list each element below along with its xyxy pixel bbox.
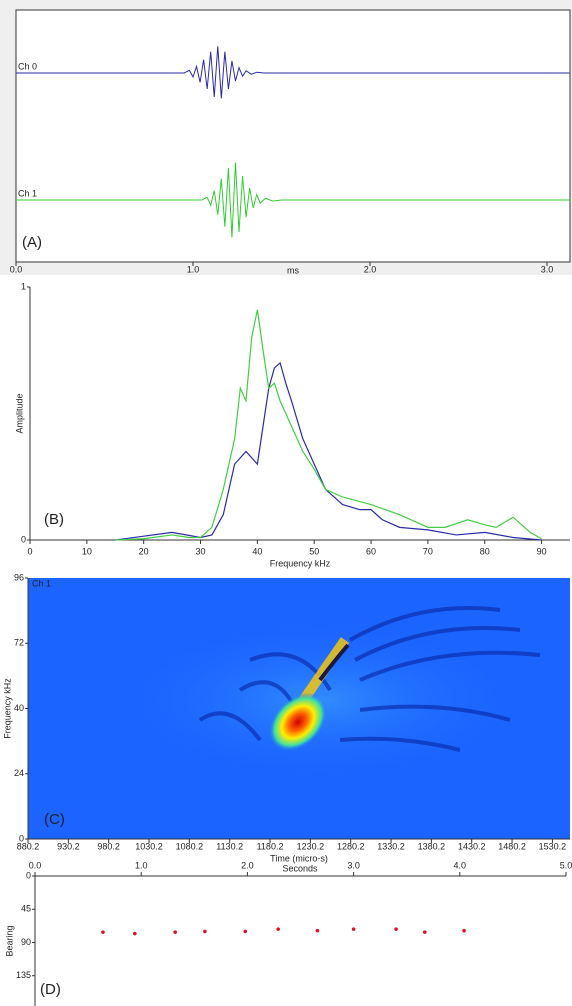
x-tick-label: 2.0 bbox=[364, 264, 377, 274]
spectrum-line bbox=[115, 309, 542, 541]
point bbox=[276, 927, 280, 931]
x-tick-label: 80 bbox=[480, 546, 490, 556]
heatmap-ridge-dark bbox=[318, 643, 350, 682]
x-tick-label: 1230.2 bbox=[297, 841, 325, 851]
panel-label: (A) bbox=[22, 234, 42, 251]
channel-label: Ch 1 bbox=[18, 188, 37, 198]
x-tick-label: 1180.2 bbox=[257, 841, 284, 851]
point bbox=[394, 927, 398, 931]
x-tick-label: 3.0 bbox=[347, 860, 360, 870]
x-tick-label: 2.0 bbox=[241, 860, 254, 870]
x-tick-label: 1530.2 bbox=[539, 841, 567, 851]
y-axis-label: Bearing bbox=[4, 925, 14, 956]
y-tick-label: 0 bbox=[21, 534, 26, 544]
x-tick-label: 1130.2 bbox=[216, 841, 243, 851]
x-axis-label: Seconds bbox=[282, 863, 318, 873]
x-tick-label: 1280.2 bbox=[337, 841, 365, 851]
panel-label: (B) bbox=[44, 511, 64, 528]
point bbox=[351, 927, 356, 931]
x-tick-label: 4.0 bbox=[454, 860, 467, 870]
x-tick-label: 1380.2 bbox=[418, 841, 446, 851]
y-tick-label: 96 bbox=[14, 572, 24, 582]
x-tick-label: 40 bbox=[252, 546, 262, 556]
point bbox=[133, 931, 137, 936]
point bbox=[462, 928, 466, 933]
y-tick-label: 0 bbox=[26, 870, 31, 880]
y-tick-label: 135 bbox=[16, 970, 31, 980]
x-tick-label: 0 bbox=[27, 546, 32, 556]
x-tick-label: 3.0 bbox=[541, 264, 554, 274]
panel-a-frame bbox=[15, 9, 571, 263]
point bbox=[203, 929, 207, 934]
x-tick-label: 880.2 bbox=[17, 841, 40, 851]
x-tick-label: 1.0 bbox=[187, 264, 200, 274]
point bbox=[173, 930, 177, 934]
x-axis-label: ms bbox=[287, 265, 299, 275]
y-tick-label: 24 bbox=[14, 768, 24, 778]
y-tick-label: 72 bbox=[14, 638, 24, 648]
y-tick-label: 45 bbox=[21, 904, 31, 914]
point bbox=[243, 929, 248, 934]
heatmap-hotspot bbox=[268, 692, 328, 752]
point bbox=[101, 930, 105, 934]
x-tick-label: 10 bbox=[82, 546, 92, 556]
x-tick-label: 1330.2 bbox=[377, 841, 405, 851]
spectrum-line bbox=[115, 361, 542, 541]
channel-label: Ch 1 bbox=[32, 578, 51, 588]
x-tick-label: 30 bbox=[196, 546, 206, 556]
panel-label: (C) bbox=[44, 811, 65, 828]
x-tick-label: 1080.2 bbox=[176, 841, 204, 851]
waveform bbox=[16, 46, 570, 99]
channel-label: Ch 0 bbox=[18, 61, 37, 71]
x-tick-label: 1480.2 bbox=[498, 841, 526, 851]
x-tick-label: 930.2 bbox=[57, 841, 80, 851]
x-tick-label: 0.0 bbox=[29, 860, 42, 870]
x-tick-label: 1.0 bbox=[135, 860, 148, 870]
y-axis-label: Amplitude bbox=[14, 393, 24, 433]
y-tick-label: 1 bbox=[21, 281, 26, 291]
x-tick-label: 1430.2 bbox=[458, 841, 486, 851]
x-axis-label: Frequency kHz bbox=[270, 558, 331, 568]
x-tick-label: 20 bbox=[139, 546, 149, 556]
point bbox=[422, 930, 427, 934]
waveform bbox=[16, 162, 570, 238]
y-tick-label: 90 bbox=[21, 937, 31, 947]
x-tick-label: 0.0 bbox=[10, 264, 23, 274]
y-tick-label: 0 bbox=[19, 833, 24, 843]
x-tick-label: 60 bbox=[366, 546, 376, 556]
panel-label: (D) bbox=[40, 981, 61, 998]
heatmap-pattern bbox=[120, 606, 541, 780]
point bbox=[315, 928, 320, 933]
x-tick-label: 1030.2 bbox=[135, 841, 163, 851]
x-tick-label: 5.0 bbox=[560, 860, 572, 870]
x-axis-label: Time (micro-s) bbox=[270, 853, 328, 863]
y-tick-label: 40 bbox=[14, 703, 24, 713]
x-tick-label: 90 bbox=[537, 546, 547, 556]
x-tick-label: 50 bbox=[309, 546, 319, 556]
x-tick-label: 70 bbox=[423, 546, 433, 556]
y-axis-label: Frequency kHz bbox=[2, 678, 12, 739]
heatmap-fringes bbox=[198, 606, 541, 752]
x-tick-label: 980.2 bbox=[97, 841, 120, 851]
